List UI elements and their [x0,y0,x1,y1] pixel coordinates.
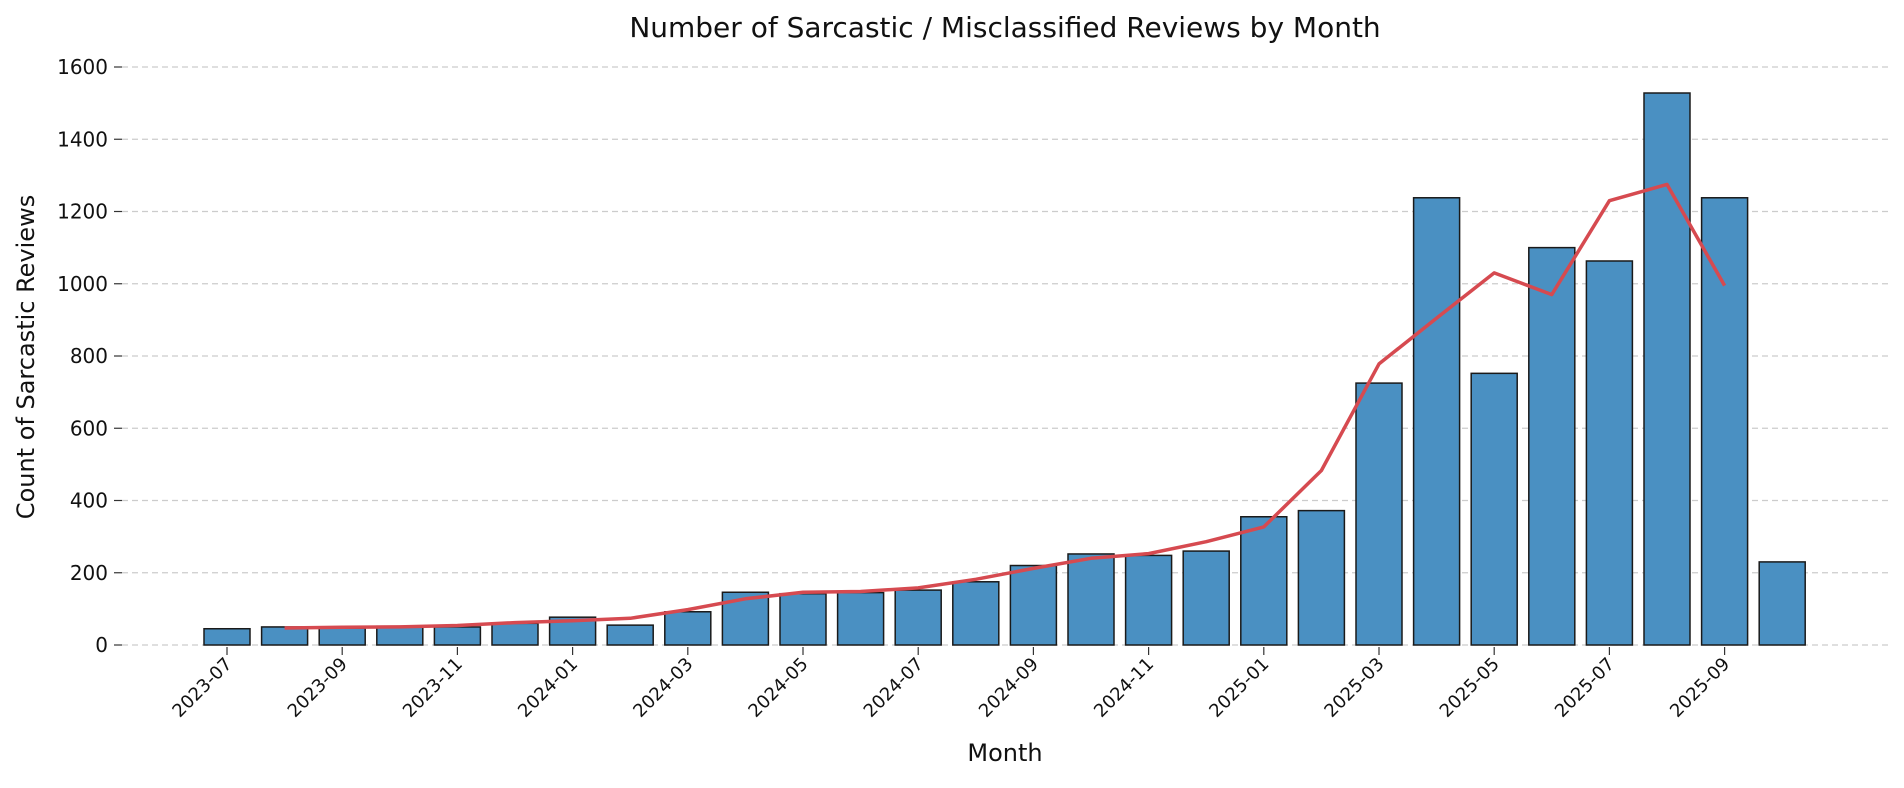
bar-2024-08 [952,581,1000,646]
bar-2025-06 [1528,246,1576,646]
x-tick-label: 2024-11 [1090,654,1158,722]
bar-2024-12 [1182,550,1230,646]
x-tick-label: 2024-01 [514,654,582,722]
chart-title: Number of Sarcastic / Misclassified Revi… [629,11,1380,44]
x-axis-label: Month [967,739,1042,767]
y-tick-label: 600 [70,416,108,440]
x-tick-label: 2025-07 [1551,654,1619,722]
bar-2024-10 [1067,553,1115,646]
bar-2024-06 [836,591,885,646]
trend-line [284,182,1727,630]
y-tick-label: 1000 [57,272,108,296]
x-tick-label: 2023-11 [399,654,467,722]
y-tick-label: 800 [70,344,108,368]
grid-lines [122,66,1890,646]
x-tick-label: 2025-09 [1666,654,1734,722]
bar-series [203,92,1806,646]
bar-2023-08 [260,626,309,646]
bar-2025-05 [1470,372,1518,646]
bar-2024-11 [1124,554,1173,646]
bar-2025-04 [1412,197,1461,646]
y-tick-label: 0 [95,633,108,657]
bar-2025-02 [1297,509,1346,646]
bar-2023-10 [376,625,424,646]
x-tick-label: 2024-09 [975,654,1043,722]
bar-2023-11 [433,626,482,646]
x-axis-ticks: 2023-07 2023-09 2023-11 2024-01 2024-03 2024-… [168,647,1734,722]
x-tick-label: 2025-05 [1436,654,1504,722]
x-tick-label: 2024-05 [744,654,812,722]
x-tick-label: 2025-03 [1320,654,1388,722]
bar-2024-02 [606,624,654,646]
y-axis-ticks: 0 200 400 600 800 1000 1200 1400 1600 [57,55,122,657]
x-tick-label: 2023-09 [284,654,352,722]
bar-2025-08 [1643,92,1691,646]
x-tick-label: 2024-03 [629,654,697,722]
x-tick-label: 2023-07 [168,654,236,722]
bar-2025-10 [1758,561,1806,646]
y-tick-label: 1600 [57,55,108,79]
y-tick-label: 1400 [57,127,108,151]
bar-2025-07 [1585,260,1634,646]
x-tick-label: 2024-07 [860,654,928,722]
y-tick-label: 200 [70,561,108,585]
y-axis-label: Count of Sarcastic Reviews [12,195,40,519]
bar-2025-09 [1700,197,1749,646]
y-tick-label: 400 [70,489,108,513]
line-series [284,182,1727,630]
bar-2023-12 [491,622,539,646]
y-tick-label: 1200 [57,200,108,224]
bar-2024-05 [779,592,827,646]
bar-2025-03 [1355,382,1403,646]
bar-2023-07 [203,627,251,646]
x-tick-label: 2025-01 [1205,654,1273,722]
bar-2025-01 [1240,516,1288,646]
bar-2024-03 [664,611,712,646]
bar-2024-09 [1009,564,1058,646]
bar-2023-09 [318,627,366,646]
bar-2024-07 [894,589,942,646]
